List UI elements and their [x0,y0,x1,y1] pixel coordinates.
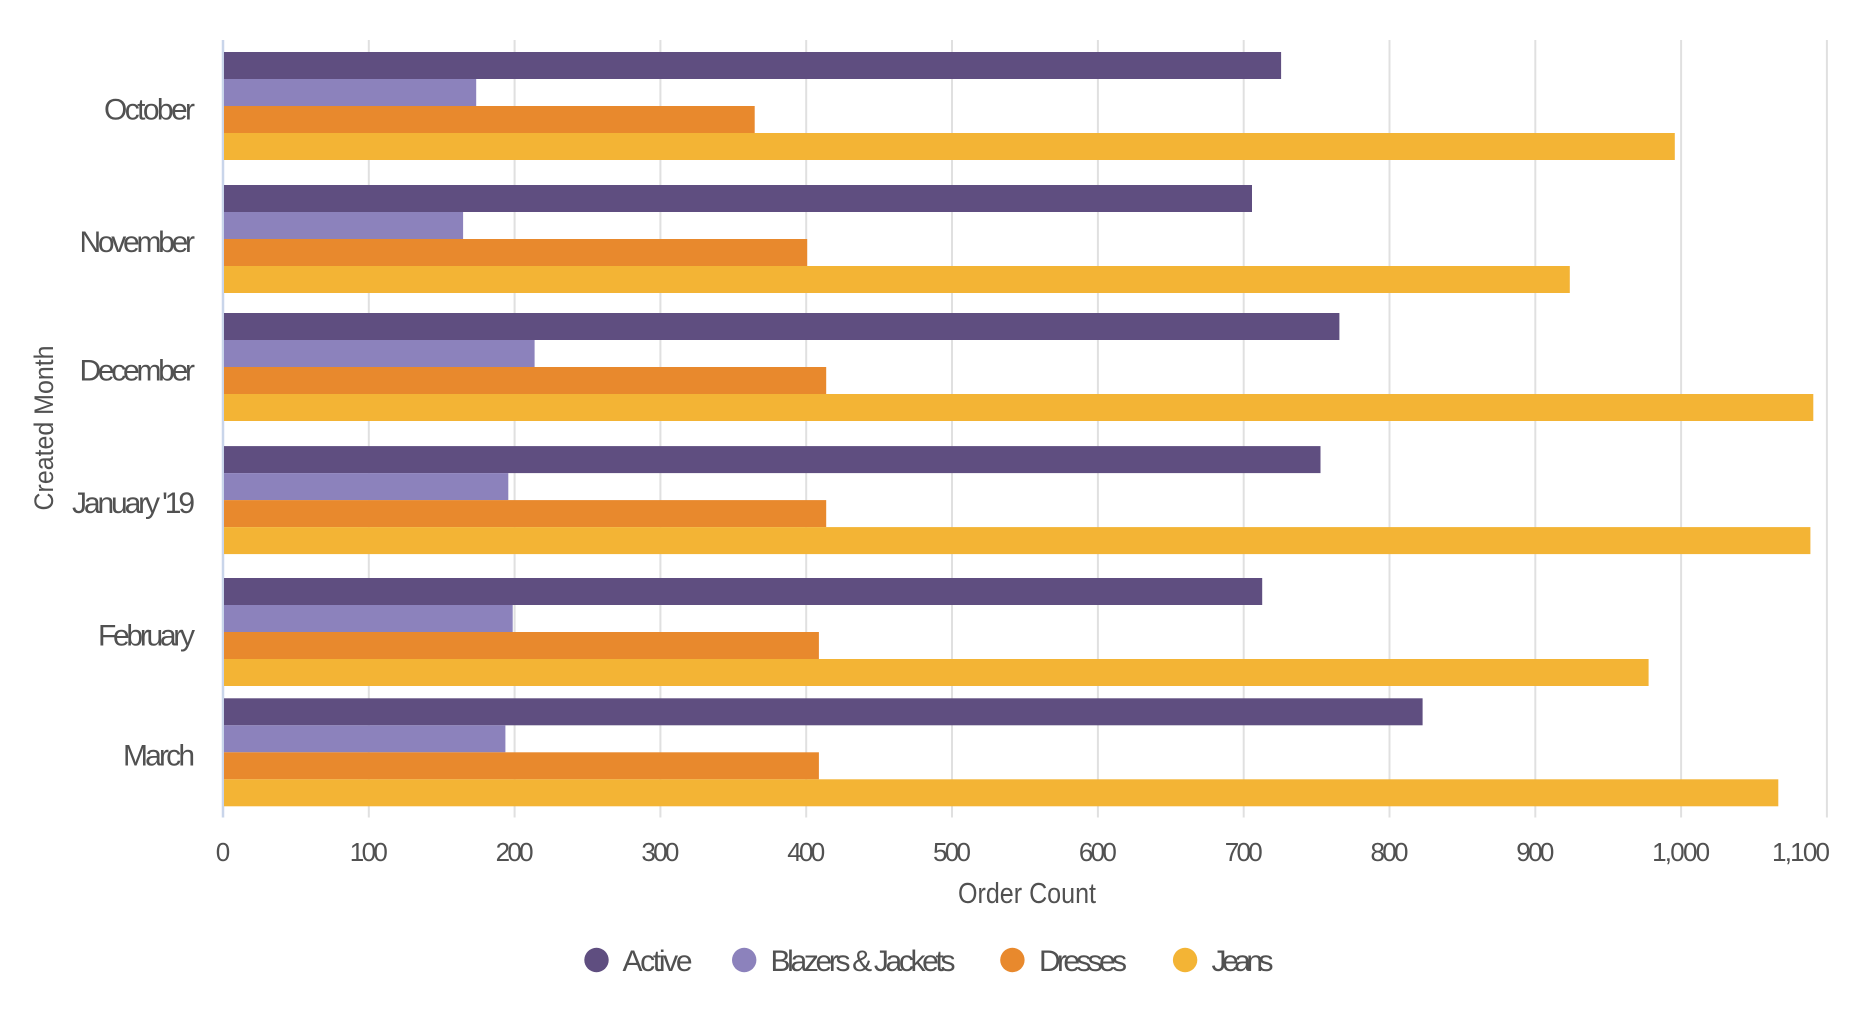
svg-text:Active: Active [623,945,693,978]
svg-text:400: 400 [787,837,825,867]
svg-text:900: 900 [1516,837,1554,867]
svg-text:800: 800 [1371,837,1409,867]
svg-text:Blazers & Jackets: Blazers & Jackets [771,945,956,978]
svg-text:600: 600 [1079,837,1117,867]
svg-text:700: 700 [1225,837,1263,867]
svg-text:December: December [80,354,196,387]
svg-text:February: February [98,619,195,652]
svg-text:1,000: 1,000 [1652,837,1710,867]
svg-text:Created Month: Created Month [29,346,59,511]
svg-text:October: October [104,94,195,127]
svg-text:Jeans: Jeans [1212,945,1274,978]
svg-text:1,100: 1,100 [1772,837,1830,867]
svg-text:Order Count: Order Count [958,878,1096,910]
svg-text:Dresses: Dresses [1039,945,1127,978]
svg-text:March: March [123,739,195,772]
svg-text:January '19: January '19 [72,487,195,520]
svg-text:0: 0 [216,837,230,867]
svg-text:200: 200 [496,837,534,867]
svg-text:November: November [80,226,196,259]
svg-text:300: 300 [641,837,679,867]
svg-text:500: 500 [933,837,971,867]
svg-text:100: 100 [350,837,388,867]
